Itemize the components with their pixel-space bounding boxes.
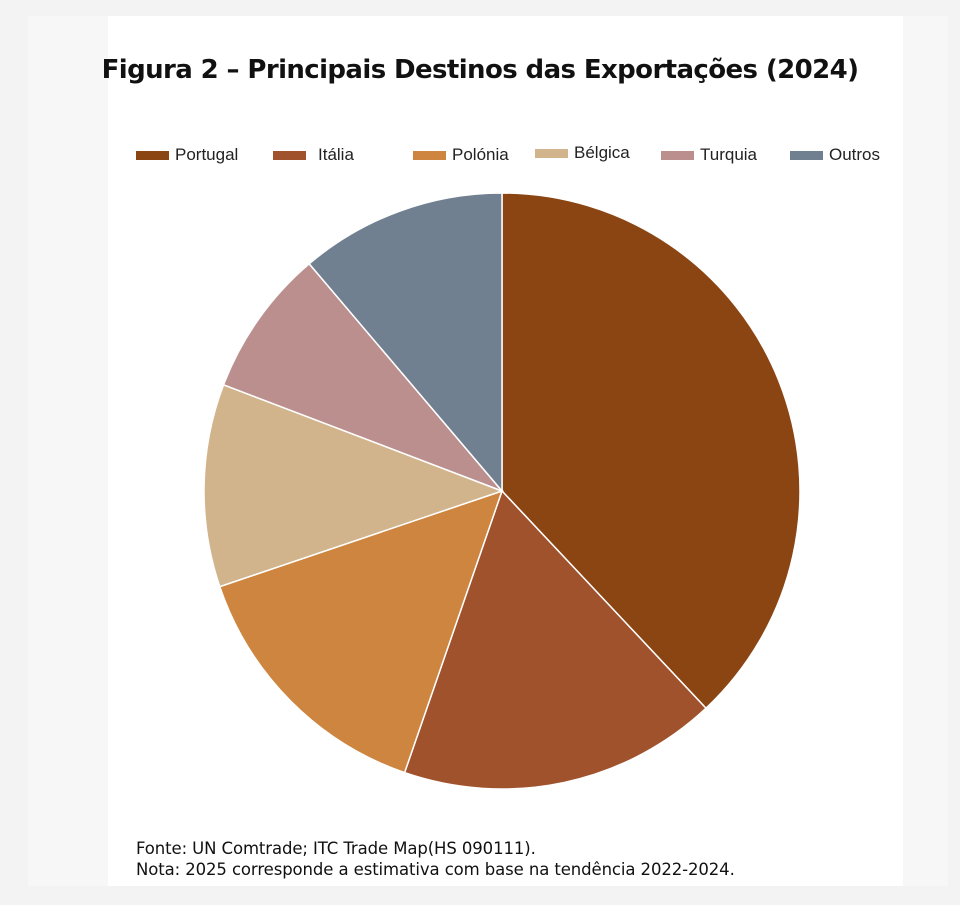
pie-slice-belgica bbox=[203, 383, 505, 588]
pie-slice-turquia bbox=[222, 262, 503, 492]
legend-item-polonia: Polónia bbox=[413, 145, 509, 165]
legend-label-outros: Outros bbox=[829, 145, 881, 164]
legend-item-italia: Itália bbox=[273, 145, 354, 165]
legend-label-polonia: Polónia bbox=[452, 145, 509, 164]
legend-swatch-portugal bbox=[136, 150, 169, 160]
legend-swatch-turquia bbox=[661, 150, 694, 160]
chart-title: Figura 2 – Principais Destinos das Expor… bbox=[101, 55, 859, 85]
legend-label-turquia: Turquia bbox=[700, 145, 758, 164]
pie-slice-polonia bbox=[218, 489, 504, 774]
pie-slice-outros bbox=[308, 192, 503, 494]
pie-slice-portugal bbox=[501, 192, 801, 710]
legend-swatch-outros bbox=[790, 150, 823, 160]
footnote: Nota: 2025 corresponde a estimativa com … bbox=[136, 860, 735, 879]
source-note: Fonte: UN Comtrade; ITC Trade Map(HS 090… bbox=[136, 839, 536, 858]
legend-label-belgica: Bélgica bbox=[574, 143, 630, 162]
legend-item-portugal: Portugal bbox=[136, 145, 238, 165]
legend-item-outros: Outros bbox=[790, 145, 880, 165]
legend-item-belgica: Bélgica bbox=[535, 143, 630, 163]
pie-slice-italia bbox=[403, 489, 708, 790]
legend-swatch-italia bbox=[273, 150, 306, 160]
legend-label-italia: Itália bbox=[318, 145, 354, 164]
legend-label-portugal: Portugal bbox=[175, 145, 239, 164]
legend-swatch-polonia bbox=[413, 150, 446, 160]
legend-item-turquia: Turquia bbox=[661, 145, 757, 165]
legend-swatch-belgica bbox=[535, 148, 568, 158]
